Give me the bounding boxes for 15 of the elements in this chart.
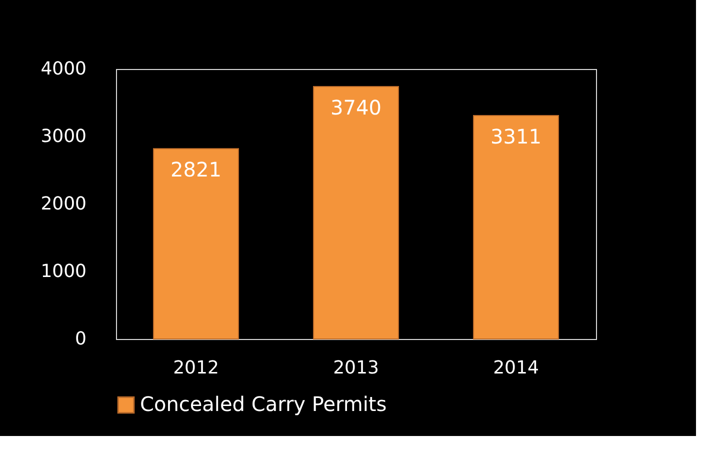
y-tick-label: 2000 (40, 194, 86, 214)
bar (153, 148, 239, 340)
y-tick-label: 3000 (40, 126, 86, 147)
data-label: 3311 (490, 124, 542, 149)
legend-label: Concealed Carry Permits (140, 392, 387, 416)
x-tick-label: 2012 (173, 358, 219, 378)
bar (473, 115, 559, 340)
data-label: 3740 (330, 96, 382, 120)
x-tick-label: 2013 (333, 358, 379, 378)
y-tick-label: 4000 (40, 58, 86, 80)
y-tick-label: 0 (75, 328, 86, 350)
data-label: 2821 (170, 158, 222, 182)
bar (313, 86, 399, 340)
y-tick-label: 1000 (40, 261, 86, 282)
x-tick-label: 2014 (493, 358, 539, 378)
